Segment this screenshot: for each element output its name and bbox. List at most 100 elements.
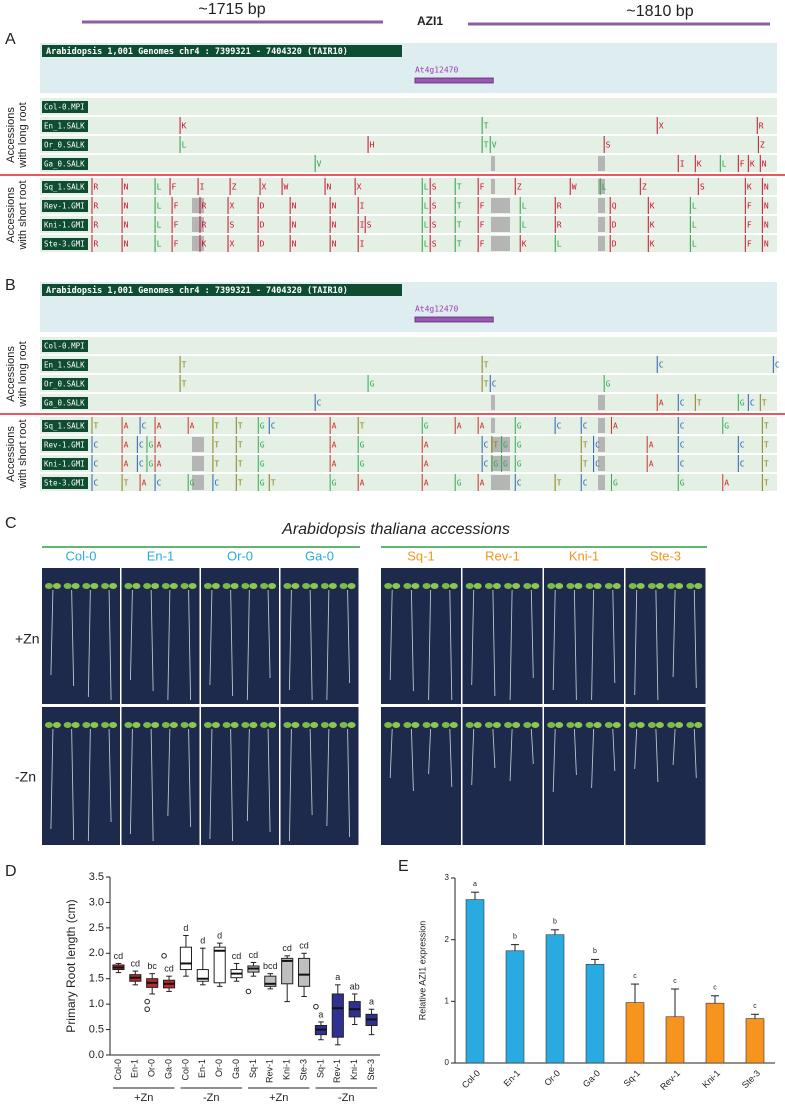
seedling-leaf (71, 722, 80, 728)
variant-allele: C (680, 422, 685, 431)
span-label: ~1715 bp (198, 1, 265, 18)
variant-allele: G (260, 441, 265, 450)
bar (665, 1016, 685, 1064)
seedling-leaf (430, 583, 439, 589)
variant-allele: K (650, 240, 655, 249)
outlier (144, 998, 150, 1005)
seedling-leaf (449, 722, 458, 728)
variant-allele: W (284, 183, 289, 192)
variant-allele: T (697, 399, 702, 408)
track-label-bg (42, 439, 88, 451)
variant-allele: G (503, 441, 508, 450)
track-label-bg (42, 359, 88, 371)
seedling-leaf (101, 722, 110, 728)
variant-allele: N (332, 240, 337, 249)
seedling-leaf (230, 583, 239, 589)
seedling-leaf (593, 722, 602, 728)
variant-allele: S (432, 240, 437, 249)
variant-allele: N (124, 183, 129, 192)
accession-label: Col-0 (65, 548, 96, 563)
gene-label: At4g12470 (415, 305, 459, 314)
seedling-root (655, 589, 659, 701)
deletion-block (192, 437, 204, 452)
seedling-leaf (531, 583, 540, 589)
seedling-leaf (260, 583, 269, 589)
seedling-root (150, 589, 154, 692)
variant-allele: R (202, 202, 207, 211)
seedling-photo (121, 707, 200, 845)
seedling-root (246, 728, 250, 822)
seedling-leaf (604, 722, 613, 728)
deletion-block (492, 437, 510, 452)
accession-label: Or-0 (227, 548, 253, 563)
seedling-leaf (283, 722, 292, 728)
seedling-leaf (291, 583, 300, 589)
variant-allele: I (360, 240, 365, 249)
variant-allele: C (139, 460, 144, 469)
track-label-bg (42, 420, 88, 432)
seedling-root (573, 589, 577, 701)
seedling-leaf (260, 722, 269, 728)
variant-allele: T (583, 460, 588, 469)
deletion-block (598, 456, 605, 471)
deletion-block (598, 198, 605, 213)
variant-allele: F (480, 240, 485, 249)
variant-allele: S (432, 202, 437, 211)
variant-allele: K (522, 240, 527, 249)
variant-allele: L (157, 221, 162, 230)
seedling-leaf (504, 583, 513, 589)
variant-allele: L (692, 202, 697, 211)
group-label: -Zn (203, 1092, 220, 1104)
track-label: Kni-1.GMI (44, 460, 85, 469)
variant-allele: V (317, 160, 322, 169)
variant-allele: G (457, 479, 462, 488)
variant-allele: G (517, 460, 522, 469)
seedling-leaf (686, 722, 695, 728)
deletion-block (492, 236, 510, 251)
variant-allele: S (230, 221, 235, 230)
variant-allele: S (606, 141, 611, 150)
seedling-leaf (473, 583, 482, 589)
variant-allele: X (230, 240, 235, 249)
significance-letter: a (335, 972, 340, 982)
significance-letter: ab (350, 981, 360, 991)
seedling-leaf (441, 583, 450, 589)
seedling-leaf (101, 583, 110, 589)
seedling-leaf (504, 722, 513, 728)
deletion-block (598, 179, 605, 194)
seedling-root (612, 589, 616, 684)
seedling-leaf (52, 583, 61, 589)
variant-allele: A (480, 422, 485, 431)
browser-title: Arabidopsis 1,001 Genomes chr4 : 7399321… (46, 46, 348, 57)
x-tick-label: Kni-1 (349, 1059, 359, 1080)
y-tick-label: 0.0 (89, 1049, 104, 1061)
y-tick-label: 2.5 (89, 922, 104, 934)
deletion-block (598, 437, 605, 452)
seedling-leaf (593, 583, 602, 589)
significance-letter: b (593, 948, 597, 955)
seedling-root (230, 728, 234, 842)
seedling-leaf (283, 583, 292, 589)
variant-allele: A (649, 441, 654, 450)
variant-allele: L (522, 202, 527, 211)
accession-label: En-1 (147, 548, 174, 563)
variant-allele: T (484, 380, 489, 389)
variant-allele: K (650, 221, 655, 230)
seedling-root (87, 728, 91, 842)
variant-allele: I (360, 202, 365, 211)
track-label: Kni-1.GMI (44, 221, 85, 230)
seedling-leaf (492, 583, 501, 589)
box (281, 957, 294, 985)
variant-allele: T (182, 361, 187, 370)
seedling-root (634, 728, 638, 770)
variant-allele: D (260, 221, 265, 230)
track-label-bg (42, 238, 88, 250)
variant-allele: A (457, 422, 462, 431)
group-label: with long root (17, 341, 29, 407)
browser-title-bg (42, 284, 402, 296)
seedling-root (267, 728, 271, 833)
seedling-root (471, 728, 475, 786)
variant-allele: G (740, 399, 745, 408)
variant-allele: T (764, 422, 769, 431)
variant-allele: I (680, 160, 685, 169)
